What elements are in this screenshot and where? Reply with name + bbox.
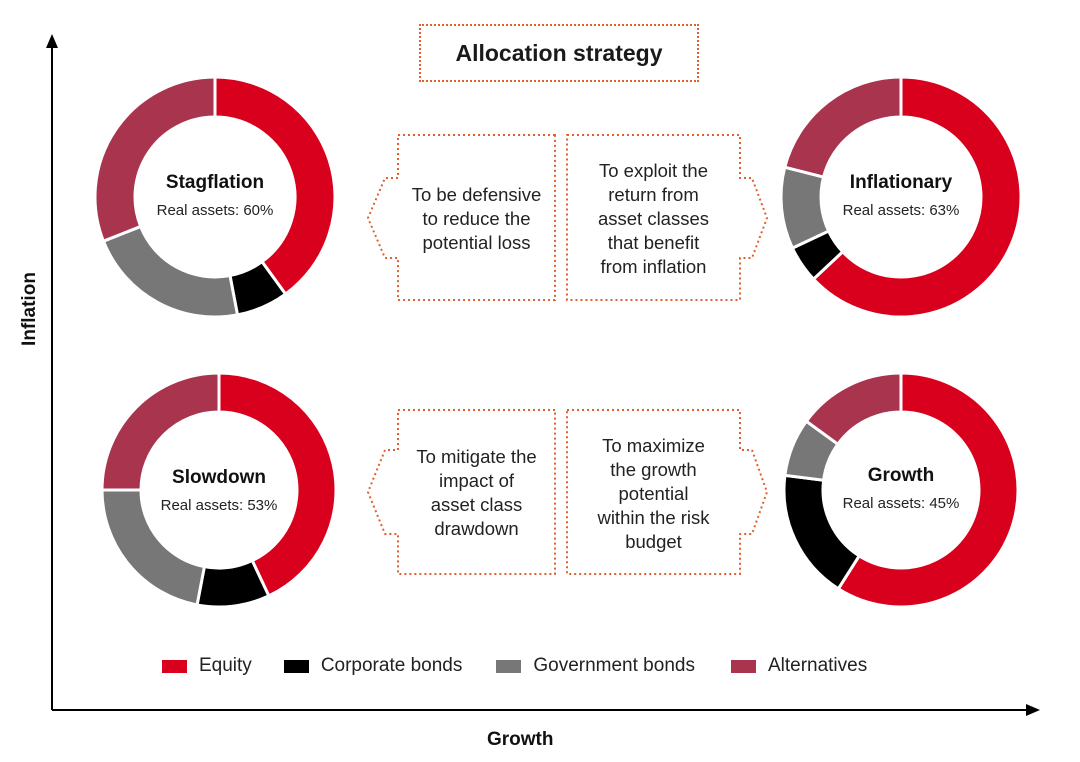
note-line: asset class	[430, 494, 523, 515]
legend-item-equity: Equity	[162, 655, 252, 677]
legend-swatch-alternatives	[730, 659, 756, 673]
quadrant-title-slowdown: Slowdown	[172, 467, 266, 488]
note-line: To exploit the	[598, 160, 708, 181]
note-slowdown: To mitigate the impact of asset class dr…	[398, 445, 555, 541]
donut-slice-inflationary-alternatives	[782, 75, 903, 179]
note-inflationary: To exploit the return from asset classes…	[567, 159, 740, 279]
note-line: potential	[618, 483, 689, 504]
donut-slice-stagflation-alternatives	[93, 75, 217, 244]
legend-label: Equity	[199, 655, 252, 676]
legend: Equity Corporate bonds Government bonds …	[162, 655, 867, 677]
note-line: To maximize	[602, 435, 705, 456]
note-line: potential loss	[422, 232, 531, 253]
legend-swatch-corporate-bonds	[283, 659, 309, 673]
note-line: from inflation	[600, 256, 707, 277]
legend-label: Alternatives	[767, 655, 868, 676]
note-line: within the risk	[597, 507, 710, 528]
donut-slice-growth-alternatives	[804, 371, 903, 447]
note-line: return from	[608, 184, 699, 205]
real-assets-stagflation: Real assets: 60%	[156, 202, 274, 219]
x-axis-arrow	[1026, 704, 1040, 716]
note-line: asset classes	[597, 208, 710, 229]
note-line: To be defensive	[411, 184, 542, 205]
note-line: that benefit	[607, 232, 700, 253]
note-line: to reduce the	[422, 208, 531, 229]
donut-slice-stagflation-government-bonds	[101, 224, 240, 319]
legend-item-alternatives: Alternatives	[730, 655, 868, 677]
quadrant-title-inflationary: Inflationary	[849, 172, 953, 193]
donut-slice-stagflation-equity	[213, 75, 337, 297]
note-line: budget	[625, 531, 682, 552]
note-stagflation: To be defensive to reduce the potential …	[398, 183, 555, 255]
note-line: drawdown	[434, 518, 519, 539]
note-line: the growth	[610, 459, 697, 480]
note-line: impact of	[438, 470, 515, 491]
y-axis-label: Inflation	[19, 272, 40, 346]
legend-label: Corporate bonds	[320, 655, 463, 676]
note-line: To mitigate the	[416, 446, 537, 467]
center-label-stagflation: Stagflation Real assets: 60%	[130, 172, 300, 219]
real-assets-slowdown: Real assets: 53%	[160, 497, 278, 514]
legend-swatch-equity	[162, 659, 187, 673]
note-frame-growth	[566, 409, 769, 575]
donut-slice-slowdown-alternatives	[100, 371, 221, 492]
real-assets-inflationary: Real assets: 63%	[842, 202, 960, 219]
legend-item-corporate-bonds: Corporate bonds	[283, 655, 463, 677]
center-label-growth: Growth Real assets: 45%	[816, 465, 986, 512]
donut-slice-slowdown-equity	[217, 371, 338, 598]
donut-slice-growth-equity	[836, 371, 1020, 609]
quadrant-title-growth: Growth	[867, 465, 935, 486]
quadrant-title-stagflation: Stagflation	[165, 172, 265, 193]
y-axis-arrow	[46, 34, 58, 48]
chart-title: Allocation strategy	[419, 24, 699, 82]
center-label-slowdown: Slowdown Real assets: 53%	[134, 467, 304, 514]
legend-swatch-government-bonds	[496, 659, 522, 673]
note-frame-slowdown	[366, 409, 556, 575]
real-assets-growth: Real assets: 45%	[842, 495, 960, 512]
x-axis-label: Growth	[487, 729, 554, 750]
donut-slice-inflationary-equity	[811, 75, 1023, 319]
legend-label: Government bonds	[533, 655, 695, 676]
center-label-inflationary: Inflationary Real assets: 63%	[816, 172, 986, 219]
legend-item-government-bonds: Government bonds	[496, 655, 695, 677]
note-growth: To maximize the growth potential within …	[567, 434, 740, 554]
